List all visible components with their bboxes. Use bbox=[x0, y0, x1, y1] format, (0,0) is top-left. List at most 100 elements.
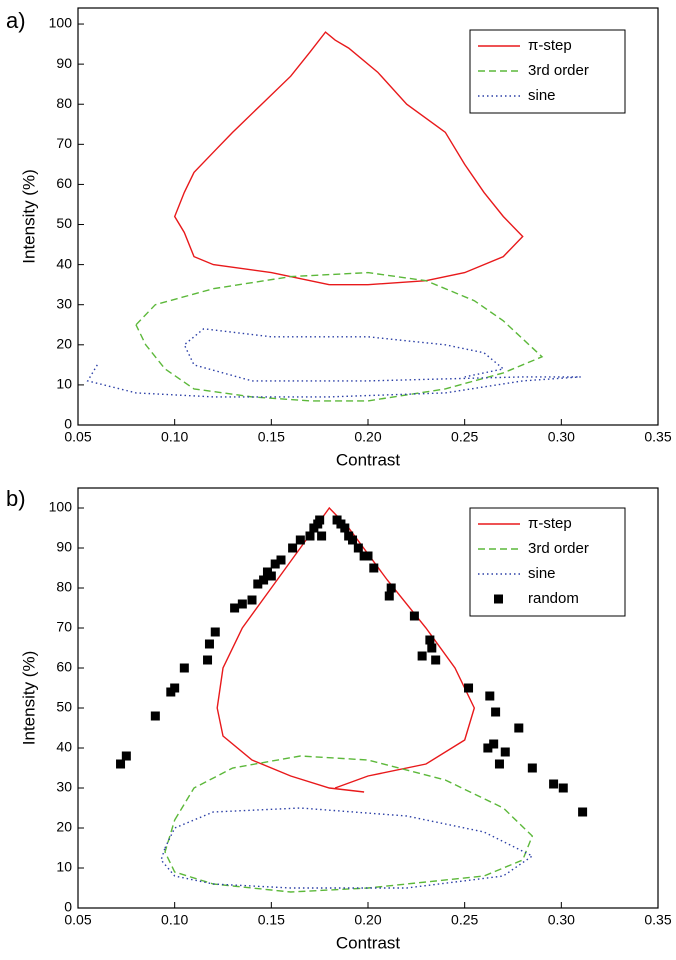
y-tick-label: 40 bbox=[56, 739, 72, 755]
marker bbox=[170, 683, 180, 693]
marker bbox=[514, 723, 524, 733]
x-axis-title: Contrast bbox=[336, 450, 401, 469]
legend-label: π-step bbox=[528, 515, 572, 532]
y-tick-label: 0 bbox=[64, 416, 72, 432]
marker bbox=[179, 663, 189, 673]
marker bbox=[276, 555, 286, 565]
marker bbox=[369, 563, 379, 573]
marker bbox=[489, 739, 499, 749]
marker bbox=[549, 779, 559, 789]
marker bbox=[230, 603, 240, 613]
marker bbox=[210, 627, 220, 637]
y-tick-label: 30 bbox=[56, 779, 72, 795]
y-tick-label: 100 bbox=[49, 499, 73, 515]
marker bbox=[558, 783, 568, 793]
panel-label: a) bbox=[6, 8, 26, 33]
y-axis-title: Intensity (%) bbox=[19, 651, 38, 745]
marker bbox=[491, 707, 501, 717]
y-axis-title: Intensity (%) bbox=[19, 169, 38, 263]
marker bbox=[288, 543, 298, 553]
x-tick-label: 0.20 bbox=[354, 912, 381, 928]
marker bbox=[295, 535, 305, 545]
y-tick-label: 30 bbox=[56, 295, 72, 311]
marker bbox=[578, 807, 588, 817]
x-tick-label: 0.25 bbox=[451, 912, 478, 928]
marker bbox=[266, 571, 276, 581]
y-tick-label: 60 bbox=[56, 659, 72, 675]
x-tick-label: 0.25 bbox=[451, 429, 478, 445]
marker bbox=[203, 655, 213, 665]
marker bbox=[500, 747, 510, 757]
y-tick-label: 20 bbox=[56, 336, 72, 352]
chart-panel: 0.05 0.10 0.15 0.20 0.25 0.30 0.35 0 10 20 30 40 50 6… bbox=[6, 7, 672, 469]
y-tick-label: 40 bbox=[56, 255, 72, 271]
marker bbox=[417, 651, 427, 661]
y-tick-label: 10 bbox=[56, 376, 72, 392]
x-tick-label: 0.10 bbox=[161, 429, 188, 445]
x-tick-label: 0.20 bbox=[354, 429, 381, 445]
y-tick-label: 0 bbox=[64, 899, 72, 915]
marker bbox=[150, 711, 160, 721]
y-tick-label: 50 bbox=[56, 215, 72, 231]
marker bbox=[485, 691, 495, 701]
marker bbox=[363, 551, 373, 561]
series-line bbox=[173, 31, 524, 286]
x-axis-title: Contrast bbox=[336, 933, 401, 952]
marker bbox=[353, 543, 363, 553]
series-line bbox=[86, 328, 581, 398]
y-tick-label: 90 bbox=[56, 55, 72, 71]
x-tick-label: 0.30 bbox=[548, 912, 575, 928]
marker bbox=[425, 635, 435, 645]
x-tick-label: 0.35 bbox=[644, 912, 671, 928]
legend-marker bbox=[494, 594, 503, 604]
y-tick-label: 100 bbox=[49, 15, 73, 31]
legend-label: sine bbox=[528, 565, 556, 582]
y-tick-label: 80 bbox=[56, 579, 72, 595]
marker bbox=[204, 639, 214, 649]
legend-label: π-step bbox=[528, 37, 572, 54]
marker bbox=[386, 583, 396, 593]
marker bbox=[317, 531, 327, 541]
x-tick-label: 0.10 bbox=[161, 912, 188, 928]
x-tick-label: 0.05 bbox=[64, 429, 91, 445]
y-tick-label: 10 bbox=[56, 859, 72, 875]
marker bbox=[315, 515, 325, 525]
marker bbox=[247, 595, 257, 605]
marker bbox=[427, 643, 437, 653]
y-tick-label: 70 bbox=[56, 619, 72, 635]
marker bbox=[494, 759, 504, 769]
marker bbox=[431, 655, 441, 665]
y-tick-label: 60 bbox=[56, 175, 72, 191]
marker bbox=[384, 591, 394, 601]
y-tick-label: 90 bbox=[56, 539, 72, 555]
y-tick-label: 20 bbox=[56, 819, 72, 835]
marker bbox=[121, 751, 131, 761]
y-tick-label: 70 bbox=[56, 135, 72, 151]
marker bbox=[270, 559, 280, 569]
x-tick-label: 0.15 bbox=[258, 429, 285, 445]
legend-label: 3rd order bbox=[528, 540, 589, 557]
marker bbox=[305, 531, 315, 541]
series-line bbox=[160, 807, 534, 889]
x-tick-label: 0.30 bbox=[548, 429, 575, 445]
x-tick-label: 0.15 bbox=[258, 912, 285, 928]
marker bbox=[237, 599, 247, 609]
chart-panel: 0.05 0.10 0.15 0.20 0.25 0.30 0.35 0 10 20 30 40 50 6… bbox=[6, 486, 672, 953]
marker bbox=[409, 611, 419, 621]
legend-label: random bbox=[528, 590, 579, 607]
marker bbox=[527, 763, 537, 773]
marker bbox=[116, 759, 126, 769]
series-line bbox=[135, 271, 544, 402]
y-tick-label: 50 bbox=[56, 699, 72, 715]
y-tick-label: 80 bbox=[56, 95, 72, 111]
marker bbox=[253, 579, 263, 589]
legend-label: 3rd order bbox=[528, 62, 589, 79]
marker bbox=[464, 683, 474, 693]
marker bbox=[340, 523, 350, 533]
marker bbox=[483, 743, 493, 753]
marker bbox=[348, 535, 358, 545]
x-tick-label: 0.35 bbox=[644, 429, 671, 445]
marker bbox=[259, 575, 269, 585]
panel-label: b) bbox=[6, 486, 26, 511]
